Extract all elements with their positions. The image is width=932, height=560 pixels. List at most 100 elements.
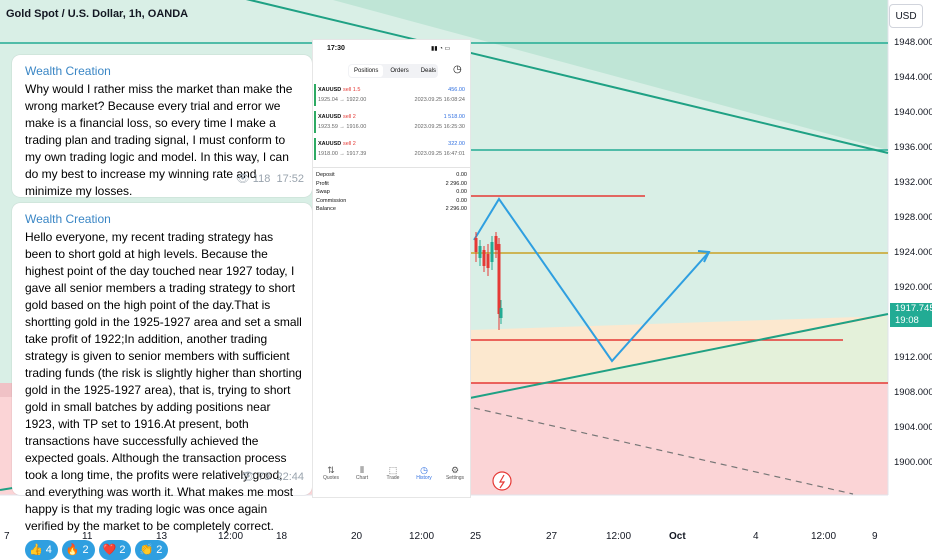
time-axis-label: 11 bbox=[82, 531, 93, 542]
time-axis-label: 13 bbox=[156, 531, 168, 542]
view-count: 73 bbox=[258, 471, 271, 483]
deal-symbol: XAUUSD bbox=[318, 114, 342, 120]
reaction-count: 4 bbox=[45, 543, 52, 556]
summary-row: Commission 0.00 bbox=[316, 198, 467, 204]
summary-label: Profit bbox=[316, 180, 329, 187]
reactions: 👍 4 🔥 2 ❤️ 2 👏 2 bbox=[25, 540, 303, 560]
summary-value: 2 296.00 bbox=[445, 180, 467, 187]
reaction-button[interactable]: 🔥 2 bbox=[61, 540, 95, 560]
time-axis-label: 20 bbox=[351, 531, 363, 542]
projection-arrowhead bbox=[697, 250, 711, 263]
current-price: 1917.745 bbox=[895, 303, 932, 314]
current-price-tag: 1917.745 19:08 bbox=[890, 303, 932, 327]
bottom-tab-settings[interactable]: ⚙ Settings bbox=[443, 465, 467, 481]
history-icon: ◷ bbox=[420, 465, 428, 475]
clock-icon[interactable]: ◷ bbox=[453, 64, 462, 75]
time-axis-label: 12:00 bbox=[218, 531, 244, 542]
summary-label: Swap bbox=[316, 189, 330, 195]
status-icons: ▮▮ ◔ ▭ bbox=[431, 46, 451, 52]
price-axis-label: 1948.000 bbox=[894, 37, 932, 48]
reaction-emoji: 🔥 bbox=[65, 543, 80, 556]
price-axis-label: 1932.000 bbox=[894, 177, 932, 188]
deal-date: 2023.09.25 16:08:24 bbox=[414, 97, 465, 103]
reaction-button[interactable]: ❤️ 2 bbox=[98, 540, 132, 560]
reaction-emoji: 👏 bbox=[139, 543, 154, 556]
candles bbox=[474, 232, 503, 330]
price-axis-label: 1940.000 bbox=[894, 107, 932, 118]
bottom-tab-label: Chart bbox=[355, 475, 369, 481]
message-sender[interactable]: Wealth Creation bbox=[25, 212, 111, 226]
deal-side: sell 1.5 bbox=[343, 87, 361, 93]
currency-button[interactable]: USD bbox=[889, 4, 923, 28]
deal-side: sell 2 bbox=[343, 141, 356, 147]
time-axis-label: 27 bbox=[546, 531, 558, 542]
summary-value: 0.00 bbox=[456, 172, 467, 178]
divider bbox=[313, 167, 470, 168]
deal-date: 2023.09.25 16:47:01 bbox=[414, 151, 465, 157]
bottom-tab-history[interactable]: ◷ History bbox=[412, 465, 436, 481]
bar-countdown: 19:08 bbox=[895, 315, 919, 326]
bottom-tab-quotes[interactable]: ⇅ Quotes bbox=[319, 465, 343, 481]
price-axis-label: 1908.000 bbox=[894, 387, 932, 398]
reaction-count: 2 bbox=[82, 543, 89, 556]
time-axis-label: 25 bbox=[470, 531, 482, 542]
history-tabs: Positions Orders Deals bbox=[348, 64, 438, 78]
time-axis-label: 12:00 bbox=[606, 531, 632, 542]
bottom-tab-chart[interactable]: ⫴ Chart bbox=[350, 465, 374, 481]
summary-row: Profit 2 296.00 bbox=[316, 181, 467, 187]
deal-row[interactable]: XAUUSD sell 2 322.00 1918.00 → 1917.39 2023.… bbox=[314, 138, 467, 162]
bottom-tab-label: History bbox=[416, 475, 432, 481]
time-axis-label: 7 bbox=[4, 531, 10, 542]
trade-icon: ⬚ bbox=[388, 465, 398, 475]
summary-value: 0.00 bbox=[456, 189, 467, 195]
lower-trendline bbox=[469, 313, 889, 399]
reaction-emoji: 👍 bbox=[29, 543, 43, 556]
summary-row: Swap 0.00 bbox=[316, 189, 467, 195]
trading-app-screenshot: 17:30 ▮▮ ◔ ▭ Positions Orders Deals ◷ XA… bbox=[312, 39, 471, 498]
time-axis-label: 12:00 bbox=[409, 531, 435, 542]
message-sender[interactable]: Wealth Creation bbox=[25, 64, 111, 78]
tab-orders[interactable]: Orders bbox=[390, 68, 409, 74]
summary-row: Balance 2 296.00 bbox=[316, 206, 467, 212]
chart-icon: ⫴ bbox=[360, 465, 364, 475]
message-time: 17:52 bbox=[276, 173, 304, 185]
tab-deals[interactable]: Deals bbox=[420, 68, 437, 74]
summary-label: Commission bbox=[316, 197, 347, 204]
bottom-tab-label: Settings bbox=[445, 475, 465, 481]
summary-value: 0.00 bbox=[456, 197, 467, 204]
price-axis-label: 1900.000 bbox=[894, 457, 932, 468]
deal-symbol: XAUUSD bbox=[318, 141, 342, 147]
deal-date: 2023.09.25 16:25:30 bbox=[414, 124, 465, 130]
price-axis-label: 1928.000 bbox=[894, 212, 932, 223]
views-icon: 👁 bbox=[235, 173, 250, 185]
message-card: Wealth Creation Why would I rather miss … bbox=[12, 55, 312, 225]
time-axis-label: Oct bbox=[669, 531, 686, 542]
message-text: Why would I rather miss the market than … bbox=[25, 82, 293, 198]
tab-positions[interactable]: Positions bbox=[349, 65, 384, 77]
price-axis-label: 1904.000 bbox=[894, 422, 932, 433]
time-axis-label: 9 bbox=[872, 531, 878, 542]
summary-label: Balance bbox=[316, 206, 336, 212]
message-meta: 👁 118 17:52 bbox=[236, 171, 304, 188]
price-axis-label: 1924.000 bbox=[894, 247, 932, 258]
reaction-emoji: ❤️ bbox=[102, 543, 117, 556]
message-time: 22:44 bbox=[276, 471, 304, 483]
deal-prices: 1918.00 → 1917.39 bbox=[318, 151, 367, 157]
bottom-tab-label: Quotes bbox=[322, 475, 340, 481]
reaction-count: 2 bbox=[156, 543, 163, 556]
views-icon: 👁 bbox=[241, 471, 256, 483]
deal-symbol: XAUUSD bbox=[318, 87, 342, 93]
bottom-tab-trade[interactable]: ⬚ Trade bbox=[381, 465, 405, 481]
summary-value: 2 296.00 bbox=[445, 206, 467, 212]
message-text: Hello everyone, my recent trading strate… bbox=[25, 230, 302, 533]
deal-row[interactable]: XAUUSD sell 1.5 456.00 1925.04 → 1922.00 202… bbox=[314, 84, 467, 108]
reaction-button[interactable]: 👏 2 bbox=[135, 540, 169, 560]
time-axis-label: 18 bbox=[276, 531, 288, 542]
deal-profit: 456.00 bbox=[448, 87, 465, 93]
deal-side: sell 2 bbox=[343, 114, 356, 120]
reaction-button[interactable]: 👍4 bbox=[25, 540, 58, 560]
deal-row[interactable]: XAUUSD sell 2 1 518.00 1923.59 → 1916.00 202… bbox=[314, 111, 467, 135]
quotes-icon: ⇅ bbox=[327, 465, 335, 475]
message-card: Wealth Creation Hello everyone, my recen… bbox=[12, 203, 312, 560]
deal-profit: 322.00 bbox=[448, 141, 465, 147]
